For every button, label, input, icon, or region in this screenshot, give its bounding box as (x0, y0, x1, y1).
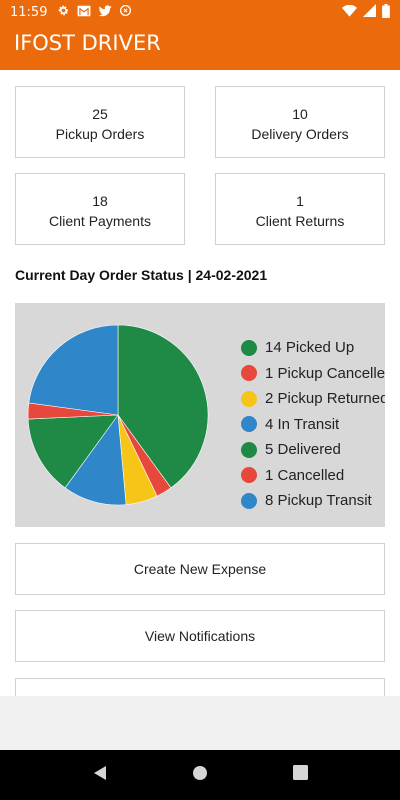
home-icon[interactable] (192, 765, 208, 786)
client-payments-count: 18 (92, 193, 108, 209)
delivery-orders-card[interactable]: 10 Delivery Orders (215, 86, 385, 158)
client-returns-card[interactable]: 1 Client Returns (215, 173, 385, 245)
system-nav-bar (0, 750, 400, 800)
pickup-orders-card[interactable]: 25 Pickup Orders (15, 86, 185, 158)
legend-swatch (241, 390, 257, 407)
legend-swatch (241, 365, 257, 382)
battery-icon (382, 3, 390, 21)
legend-item: 5 Delivered (241, 437, 385, 463)
bottom-area (0, 696, 400, 750)
status-bar: 11:59 (0, 0, 400, 24)
view-notifications-label: View Notifications (144, 628, 256, 644)
legend-swatch (241, 339, 257, 356)
legend-label: 14 Picked Up (265, 339, 355, 357)
gear-icon (57, 4, 70, 20)
pie-slice-0 (117, 324, 209, 489)
legend-item: 2 Pickup Returned (241, 386, 385, 412)
legend-label: 1 Cancelled (265, 466, 345, 484)
gmail-icon (77, 5, 91, 20)
legend-label: 2 Pickup Returned (265, 390, 385, 408)
partial-card[interactable] (15, 678, 385, 698)
recents-icon[interactable] (292, 765, 308, 785)
legend-label: 1 Pickup Cancelled (265, 364, 385, 382)
legend-item: 8 Pickup Transit (241, 488, 385, 514)
legend-swatch (241, 416, 257, 433)
app-title: IFOST DRIVER (14, 31, 161, 55)
signal-icon (363, 4, 376, 20)
sync-icon (119, 4, 132, 20)
create-expense-button[interactable]: Create New Expense (15, 543, 385, 595)
app-title-bar: IFOST DRIVER (0, 24, 400, 70)
pie-slice-3 (64, 414, 127, 506)
legend-label: 4 In Transit (265, 415, 340, 433)
delivery-orders-label: Delivery Orders (251, 126, 349, 142)
client-returns-count: 1 (296, 193, 304, 209)
legend-item: 4 In Transit (241, 412, 385, 438)
legend-swatch (241, 492, 257, 509)
back-icon[interactable] (92, 765, 108, 786)
wifi-icon (342, 4, 357, 20)
legend-item: 1 Cancelled (241, 463, 385, 489)
chart-legend: 14 Picked Up 1 Pickup Cancelled 2 Pickup R… (241, 335, 385, 514)
legend-swatch (241, 441, 257, 458)
legend-swatch (241, 467, 257, 484)
view-notifications-button[interactable]: View Notifications (15, 610, 385, 662)
legend-item: 1 Pickup Cancelled (241, 361, 385, 387)
legend-item: 14 Picked Up (241, 335, 385, 361)
pie-chart (27, 324, 209, 506)
pickup-orders-label: Pickup Orders (55, 126, 145, 142)
client-payments-card[interactable]: 18 Client Payments (15, 173, 185, 245)
order-status-chart: 14 Picked Up 1 Pickup Cancelled 2 Pickup R… (15, 303, 385, 527)
pie-slice-4 (27, 414, 119, 489)
status-time: 11:59 (10, 4, 48, 20)
pie-slice-6 (28, 324, 119, 416)
twitter-icon (98, 4, 112, 20)
legend-label: 5 Delivered (265, 441, 341, 459)
delivery-orders-count: 10 (292, 106, 308, 122)
client-returns-label: Client Returns (255, 213, 345, 229)
order-status-heading: Current Day Order Status | 24-02-2021 (15, 267, 268, 283)
legend-label: 8 Pickup Transit (265, 492, 372, 510)
pickup-orders-count: 25 (92, 106, 108, 122)
create-expense-label: Create New Expense (133, 561, 267, 577)
client-payments-label: Client Payments (49, 213, 151, 229)
